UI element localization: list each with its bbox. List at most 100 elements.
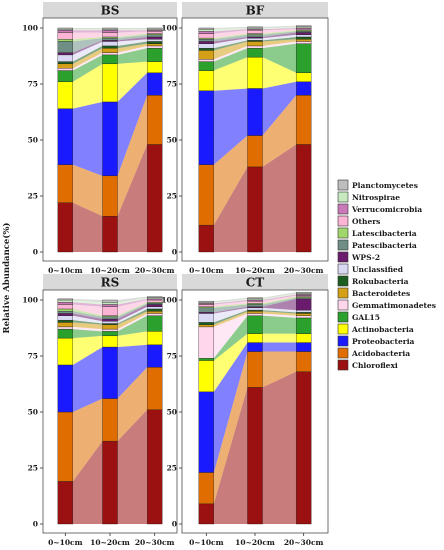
bar-segment-acidobacteria <box>295 351 312 372</box>
legend-item-nitrospirae: Nitrospirae <box>337 191 400 203</box>
y-tick-label: 50 <box>167 136 177 145</box>
bar-segment-latescibacteria <box>57 308 74 312</box>
bar-segment-patescibacteria <box>102 37 118 41</box>
bar-segment-verrucomicrobia <box>102 30 118 33</box>
bar-segment-gal15 <box>295 43 312 73</box>
legend-swatch <box>337 215 349 227</box>
y-tick-label: 25 <box>167 192 177 201</box>
y-tick-label: 0 <box>33 520 38 529</box>
legend-label: Actinobacteria <box>351 325 414 334</box>
flow-patescibacteria <box>213 34 248 42</box>
flow-gemmatimonadetes <box>72 326 103 332</box>
flow-gemmatimonadetes <box>117 313 148 332</box>
panel-ct: CT 0 25 50 75 100 0~10cm 10~20cm 20~30cm <box>161 274 329 547</box>
bar-segment-proteobacteria <box>57 364 74 413</box>
bar-segment-planctomycetes <box>57 298 74 301</box>
bar-segment-wps-2 <box>295 298 312 311</box>
bar-segment-patescibacteria <box>146 34 163 38</box>
bar-segment-unclassified <box>57 54 74 62</box>
bar-segment-proteobacteria <box>57 108 74 165</box>
flow-latescibacteria <box>213 33 248 40</box>
flow-unclassified <box>262 307 297 313</box>
flow-gemmatimonadetes <box>72 52 103 71</box>
flow-actinobacteria <box>117 331 148 348</box>
flow-nitrospirae <box>213 28 248 32</box>
bar-segment-chloroflexi <box>198 503 215 525</box>
flow-bacteroidetes <box>262 39 297 46</box>
bar-segment-acidobacteria <box>295 95 312 145</box>
bar-segment-others <box>146 299 163 303</box>
bar-segment-gal15 <box>295 317 312 334</box>
bar-segment-proteobacteria <box>146 72 163 96</box>
y-tick-label: 50 <box>167 408 177 417</box>
legend-item-actinobacteria: Actinobacteria <box>337 323 414 335</box>
y-tick-label: 75 <box>167 80 177 89</box>
legend-item-proteobacteria: Proteobacteria <box>337 335 415 347</box>
bar-segment-chloroflexi <box>295 144 312 253</box>
flow-bacteroidetes <box>117 43 148 53</box>
bar-segment-nitrospirae <box>102 302 118 305</box>
flow-gemmatimonadetes <box>213 313 248 359</box>
x-tick-label: 20~30cm <box>284 266 324 275</box>
flow-acidobacteria <box>213 351 248 504</box>
flow-chloroflexi <box>72 202 103 252</box>
bar-segment-wps-2 <box>146 36 163 40</box>
flow-proteobacteria <box>213 88 248 165</box>
flow-verrucomicrobia <box>72 302 103 307</box>
bar-segment-gemmatimonadetes <box>102 328 118 332</box>
bar-10-20cm <box>247 26 263 253</box>
bar-segment-nitrospirae <box>198 28 215 32</box>
bar-segment-chloroflexi <box>57 481 74 525</box>
bar-segment-gal15 <box>146 47 163 62</box>
bar-segment-wps-2 <box>57 52 74 56</box>
legend-item-gal15: GAL15 <box>337 311 380 323</box>
flow-chloroflexi <box>213 387 248 524</box>
bar-segment-others <box>198 33 215 39</box>
legend-swatch <box>337 227 349 239</box>
bar-segment-planctomycetes <box>102 27 118 30</box>
bar-segment-unclassified <box>295 34 312 38</box>
bar-segment-planctomycetes <box>146 27 163 30</box>
bar-segment-unclassified <box>146 39 163 42</box>
legend-swatch <box>337 299 349 311</box>
bar-10-20cm <box>102 299 118 525</box>
bar-segment-proteobacteria <box>198 391 215 473</box>
flow-planctomycetes <box>262 292 297 299</box>
legend-item-acidobacteria: Acidobacteria <box>337 347 410 359</box>
flow-wps-2 <box>213 306 248 314</box>
bar-segment-others <box>247 30 263 34</box>
bar-segment-patescibacteria <box>57 311 74 314</box>
panel-title: CT <box>246 276 265 290</box>
bar-segment-gal15 <box>198 358 215 361</box>
flow-nitrospirae <box>72 300 103 305</box>
flow-planctomycetes <box>262 25 297 28</box>
flow-wps-2 <box>72 40 103 55</box>
bar-segment-gemmatimonadetes <box>295 315 312 319</box>
legend-label: Proteobacteria <box>352 337 415 346</box>
bar-segment-rokubacteria <box>102 45 118 49</box>
bar-segment-proteobacteria <box>295 81 312 96</box>
y-tick-label: 50 <box>28 136 38 145</box>
legend-swatch <box>337 239 349 251</box>
y-tick-label: 50 <box>28 408 38 417</box>
flow-gal15 <box>262 43 297 73</box>
flow-rokubacteria <box>117 308 148 325</box>
bar-0-10cm <box>198 300 215 525</box>
x-tick-label: 20~30cm <box>135 266 175 275</box>
legend-item-planctomycetes: Planctomycetes <box>337 179 418 191</box>
bar-segment-gemmatimonadetes <box>198 326 215 359</box>
bar-segment-latescibacteria <box>57 39 74 42</box>
bar-segment-proteobacteria <box>198 90 215 165</box>
y-tick-label: 0 <box>33 248 38 257</box>
bar-segment-acidobacteria <box>57 164 74 203</box>
bar-segment-nitrospirae <box>57 299 74 303</box>
flow-planctomycetes <box>213 297 248 303</box>
panel-strip <box>182 274 328 290</box>
bar-segment-chloroflexi <box>146 144 163 253</box>
bar-segment-others <box>247 300 263 304</box>
legend-item-unclassified: Unclassified <box>337 263 404 275</box>
legend-item-others: Others <box>337 215 380 227</box>
flow-verrucomicrobia <box>117 30 148 33</box>
x-tick-label: 0~10cm <box>189 538 224 547</box>
bar-segment-bacteroidetes <box>57 63 74 69</box>
